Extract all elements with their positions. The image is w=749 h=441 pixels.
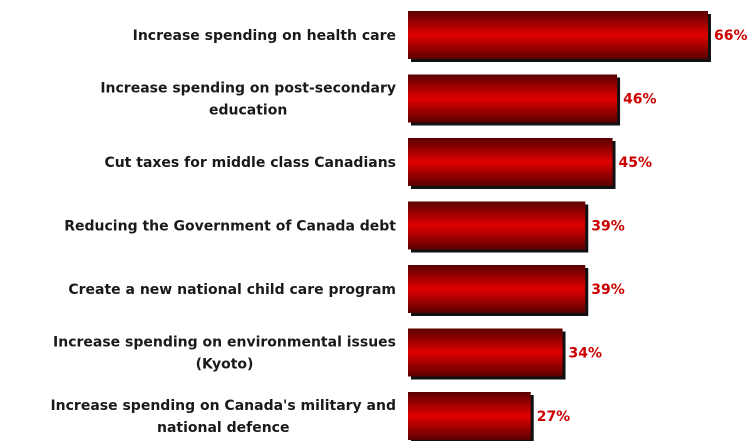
data-label: 45% [619, 155, 653, 171]
data-label: 66% [714, 28, 748, 44]
data-label: 27% [537, 409, 571, 425]
category-label: Increase spending on environmental issue… [53, 335, 396, 373]
data-label: 39% [591, 219, 625, 235]
bar [408, 392, 531, 440]
bar [408, 328, 563, 377]
bar [408, 74, 618, 123]
bar [408, 265, 586, 313]
bar [408, 11, 708, 59]
category-label: Create a new national child care program [68, 282, 396, 298]
category-label: Cut taxes for middle class Canadians [104, 155, 396, 171]
category-label: Increase spending on Canada's military a… [50, 398, 396, 436]
category-label: Increase spending on post-secondary educa… [100, 81, 396, 119]
bar [408, 138, 613, 186]
data-label: 46% [623, 92, 657, 108]
data-label: 34% [569, 346, 603, 362]
bar [408, 201, 586, 250]
category-label: Increase spending on health care [133, 28, 396, 44]
data-label: 39% [591, 282, 625, 298]
category-label: Reducing the Government of Canada debt [64, 219, 396, 235]
